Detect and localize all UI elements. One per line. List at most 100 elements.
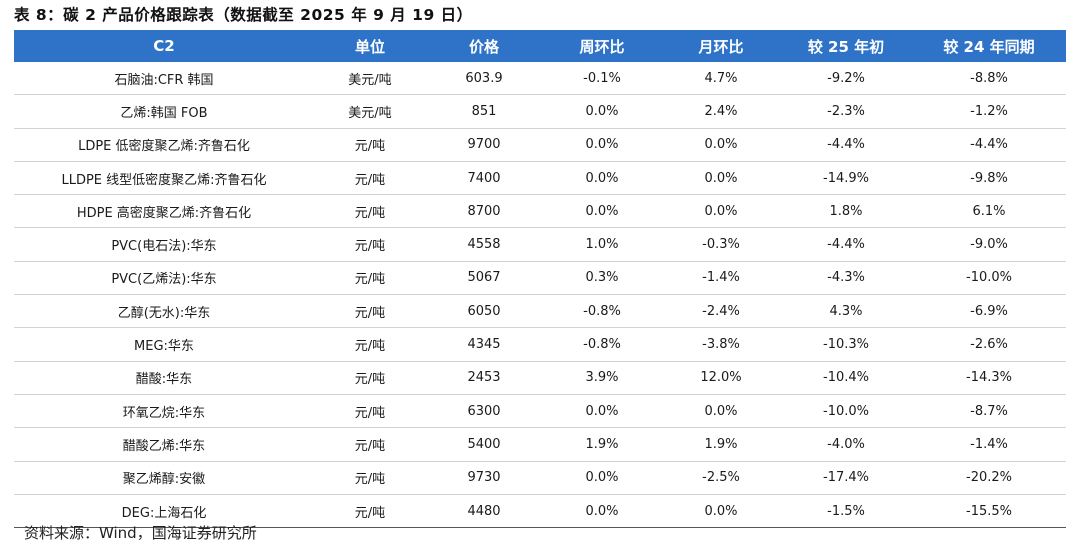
mom-cell: 0.0%: [662, 161, 780, 196]
mom-cell: -2.4%: [662, 294, 780, 329]
table-row: PVC(乙烯法):华东 元/吨 5067 0.3% -1.4% -4.3% -10.0%: [14, 261, 1066, 296]
table-row: 环氧乙烷:华东 元/吨 6300 0.0% 0.0% -10.0% -8.7%: [14, 394, 1066, 429]
price-cell: 9700: [426, 128, 542, 162]
header-yoy: 较 24 年同期: [912, 30, 1066, 62]
table-row: 乙烯:韩国 FOB 美元/吨 851 0.0% 2.4% -2.3% -1.2%: [14, 94, 1066, 129]
product-name-cell: 醋酸乙烯:华东: [14, 427, 314, 462]
wow-cell: 0.0%: [542, 461, 662, 495]
ytd-cell: -2.3%: [780, 94, 912, 129]
unit-cell: 元/吨: [314, 427, 426, 462]
mom-cell: -2.5%: [662, 461, 780, 495]
ytd-cell: -4.3%: [780, 261, 912, 296]
table-header-row: C2 单位 价格 周环比 月环比 较 25 年初 较 24 年同期: [14, 30, 1066, 62]
table-title: 表 8：碳 2 产品价格跟踪表（数据截至 2025 年 9 月 19 日）: [14, 6, 473, 24]
unit-cell: 元/吨: [314, 494, 426, 529]
wow-cell: 0.3%: [542, 261, 662, 296]
header-ytd: 较 25 年初: [780, 30, 912, 62]
product-name-cell: 醋酸:华东: [14, 361, 314, 395]
price-cell: 4480: [426, 494, 542, 529]
product-name-cell: MEG:华东: [14, 327, 314, 362]
table-row: 乙醇(无水):华东 元/吨 6050 -0.8% -2.4% 4.3% -6.9%: [14, 294, 1066, 329]
wow-cell: 1.0%: [542, 227, 662, 262]
wow-cell: -0.1%: [542, 62, 662, 96]
table-row: 石脑油:CFR 韩国 美元/吨 603.9 -0.1% 4.7% -9.2% -8.8%: [14, 62, 1066, 96]
mom-cell: 0.0%: [662, 128, 780, 162]
yoy-cell: -2.6%: [912, 327, 1066, 362]
price-cell: 5067: [426, 261, 542, 296]
yoy-cell: -8.8%: [912, 62, 1066, 96]
price-tracking-table: C2 单位 价格 周环比 月环比 较 25 年初 较 24 年同期 石脑油:CF…: [14, 30, 1066, 529]
table-row: DEG:上海石化 元/吨 4480 0.0% 0.0% -1.5% -15.5%: [14, 494, 1066, 529]
header-unit: 单位: [314, 30, 426, 62]
unit-cell: 元/吨: [314, 161, 426, 196]
mom-cell: -3.8%: [662, 327, 780, 362]
ytd-cell: -10.3%: [780, 327, 912, 362]
product-name-cell: PVC(乙烯法):华东: [14, 261, 314, 296]
wow-cell: 0.0%: [542, 128, 662, 162]
yoy-cell: -20.2%: [912, 461, 1066, 495]
yoy-cell: -15.5%: [912, 494, 1066, 529]
source-note: 资料来源：Wind，国海证券研究所: [24, 524, 257, 542]
header-wow: 周环比: [542, 30, 662, 62]
mom-cell: 12.0%: [662, 361, 780, 395]
price-cell: 8700: [426, 194, 542, 229]
wow-cell: -0.8%: [542, 327, 662, 362]
unit-cell: 元/吨: [314, 261, 426, 296]
mom-cell: 0.0%: [662, 194, 780, 229]
unit-cell: 元/吨: [314, 394, 426, 429]
yoy-cell: -9.8%: [912, 161, 1066, 196]
unit-cell: 元/吨: [314, 461, 426, 495]
price-cell: 4558: [426, 227, 542, 262]
wow-cell: -0.8%: [542, 294, 662, 329]
wow-cell: 0.0%: [542, 94, 662, 129]
product-name-cell: LDPE 低密度聚乙烯:齐鲁石化: [14, 128, 314, 162]
mom-cell: 4.7%: [662, 62, 780, 96]
unit-cell: 美元/吨: [314, 94, 426, 129]
product-name-cell: 环氧乙烷:华东: [14, 394, 314, 429]
price-cell: 4345: [426, 327, 542, 362]
price-cell: 2453: [426, 361, 542, 395]
wow-cell: 0.0%: [542, 394, 662, 429]
unit-cell: 元/吨: [314, 128, 426, 162]
table-row: PVC(电石法):华东 元/吨 4558 1.0% -0.3% -4.4% -9.0%: [14, 227, 1066, 262]
price-cell: 9730: [426, 461, 542, 495]
yoy-cell: 6.1%: [912, 194, 1066, 229]
price-cell: 5400: [426, 427, 542, 462]
price-cell: 7400: [426, 161, 542, 196]
ytd-cell: 4.3%: [780, 294, 912, 329]
table-row: 醋酸乙烯:华东 元/吨 5400 1.9% 1.9% -4.0% -1.4%: [14, 427, 1066, 462]
yoy-cell: -10.0%: [912, 261, 1066, 296]
table-row: MEG:华东 元/吨 4345 -0.8% -3.8% -10.3% -2.6%: [14, 327, 1066, 362]
price-cell: 603.9: [426, 62, 542, 96]
ytd-cell: -10.4%: [780, 361, 912, 395]
price-cell: 6300: [426, 394, 542, 429]
mom-cell: -0.3%: [662, 227, 780, 262]
price-cell: 851: [426, 94, 542, 129]
product-name-cell: 乙烯:韩国 FOB: [14, 94, 314, 129]
ytd-cell: -10.0%: [780, 394, 912, 429]
unit-cell: 美元/吨: [314, 62, 426, 96]
product-name-cell: HDPE 高密度聚乙烯:齐鲁石化: [14, 194, 314, 229]
product-name-cell: LLDPE 线型低密度聚乙烯:齐鲁石化: [14, 161, 314, 196]
mom-cell: 1.9%: [662, 427, 780, 462]
wow-cell: 0.0%: [542, 161, 662, 196]
ytd-cell: -4.4%: [780, 128, 912, 162]
header-mom: 月环比: [662, 30, 780, 62]
ytd-cell: -1.5%: [780, 494, 912, 529]
ytd-cell: -9.2%: [780, 62, 912, 96]
table-row: 聚乙烯醇:安徽 元/吨 9730 0.0% -2.5% -17.4% -20.2%: [14, 461, 1066, 495]
unit-cell: 元/吨: [314, 227, 426, 262]
wow-cell: 0.0%: [542, 494, 662, 529]
yoy-cell: -14.3%: [912, 361, 1066, 395]
ytd-cell: -17.4%: [780, 461, 912, 495]
yoy-cell: -6.9%: [912, 294, 1066, 329]
unit-cell: 元/吨: [314, 327, 426, 362]
ytd-cell: -14.9%: [780, 161, 912, 196]
product-name-cell: DEG:上海石化: [14, 494, 314, 529]
ytd-cell: 1.8%: [780, 194, 912, 229]
yoy-cell: -8.7%: [912, 394, 1066, 429]
table-row: 醋酸:华东 元/吨 2453 3.9% 12.0% -10.4% -14.3%: [14, 361, 1066, 395]
price-cell: 6050: [426, 294, 542, 329]
mom-cell: 0.0%: [662, 394, 780, 429]
product-name-cell: 聚乙烯醇:安徽: [14, 461, 314, 495]
